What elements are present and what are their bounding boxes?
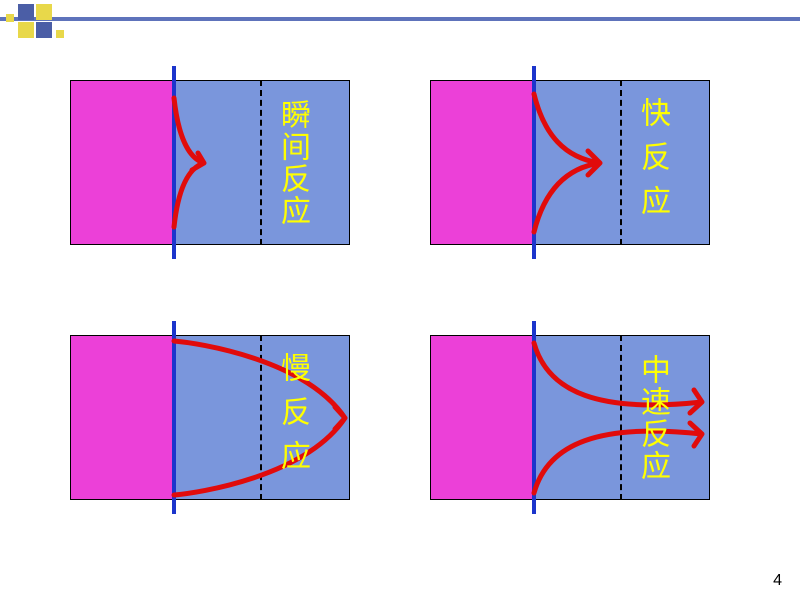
panel-label: 慢反应 — [270, 352, 314, 484]
dashed-line — [620, 335, 622, 500]
panel-label: 中速反应 — [630, 354, 674, 482]
dashed-line — [260, 80, 262, 245]
header-bar — [0, 17, 800, 21]
blue-region — [534, 335, 710, 500]
blue-region — [174, 80, 350, 245]
reaction-panel-medium: 中速反应 — [430, 335, 710, 500]
pink-region — [70, 80, 174, 245]
slide: 4 瞬间反应 快反应慢反应 中速反应 — [0, 0, 800, 600]
blue-region — [534, 80, 710, 245]
deco-square — [18, 22, 34, 38]
deco-square — [56, 30, 64, 38]
panel-label: 快反应 — [630, 97, 674, 229]
blue-vertical-line — [172, 66, 176, 259]
reaction-panel-fast: 快反应 — [430, 80, 710, 245]
dashed-line — [260, 335, 262, 500]
blue-vertical-line — [532, 66, 536, 259]
deco-square — [18, 4, 34, 20]
pink-region — [430, 80, 534, 245]
deco-square — [36, 4, 52, 20]
deco-square — [6, 14, 14, 22]
blue-vertical-line — [532, 321, 536, 514]
header-decoration — [0, 0, 800, 46]
reaction-panel-slow: 慢反应 — [70, 335, 350, 500]
deco-square — [36, 22, 52, 38]
blue-region — [174, 335, 350, 500]
pink-region — [70, 335, 174, 500]
page-number: 4 — [773, 572, 782, 590]
panel-label: 瞬间反应 — [270, 99, 314, 227]
blue-vertical-line — [172, 321, 176, 514]
reaction-panel-instant: 瞬间反应 — [70, 80, 350, 245]
pink-region — [430, 335, 534, 500]
dashed-line — [620, 80, 622, 245]
